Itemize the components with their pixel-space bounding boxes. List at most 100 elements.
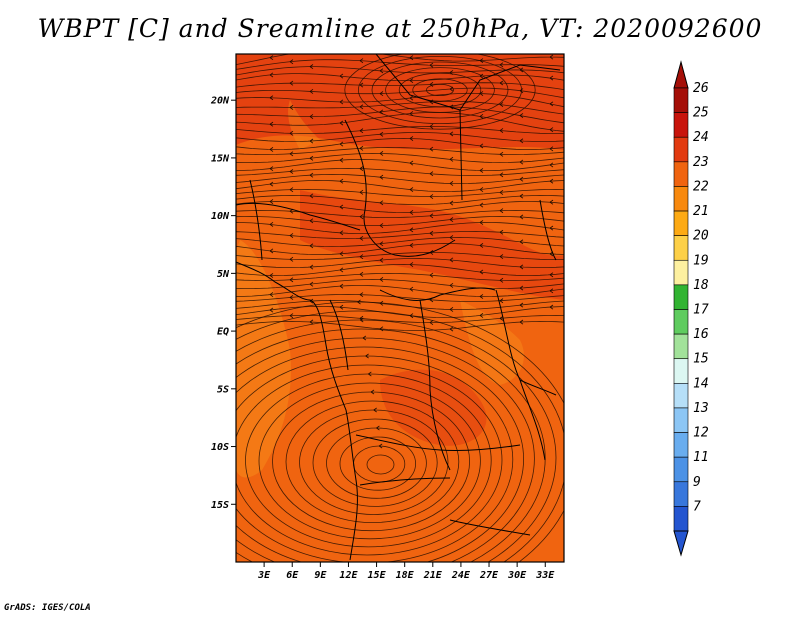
streamline-arrow (359, 145, 364, 151)
lon-tick-label: 24E (451, 570, 471, 581)
streamline-arrow (339, 304, 344, 310)
streamline-arrow (449, 326, 454, 332)
streamline-arrow (379, 91, 384, 97)
colorbar-label: 13 (693, 401, 709, 416)
streamline-arrow (549, 199, 554, 205)
streamline-arrow (379, 277, 384, 282)
streamline-arrow (269, 166, 274, 172)
streamline (236, 158, 564, 172)
streamline-arrow (357, 299, 361, 305)
colorbar-label: 15 (693, 352, 709, 367)
streamline-arrow (359, 82, 364, 88)
streamline-arrow (479, 269, 484, 275)
streamline-arrow (309, 88, 314, 94)
streamline (425, 84, 454, 97)
lat-tick-label: 5S (217, 384, 229, 395)
streamline-arrow (479, 294, 484, 299)
streamline-arrow (339, 283, 344, 289)
streamline-arrow (449, 181, 454, 186)
colorbar-label: 25 (693, 106, 709, 121)
colorbar-swatch (673, 358, 689, 384)
streamline-arrow (519, 193, 524, 199)
colorbar-swatch (673, 161, 689, 187)
streamline (236, 82, 564, 90)
streamline-arrow (409, 227, 414, 233)
lon-tick-label: 30E (507, 570, 527, 581)
country-borders (236, 54, 561, 561)
streamline-arrow (379, 257, 384, 263)
streamline-arrow (309, 243, 314, 249)
streamline (236, 54, 564, 66)
streamline (236, 179, 564, 193)
streamline-arrow (289, 295, 294, 300)
streamline (236, 285, 564, 298)
colorbar-label: 16 (693, 327, 709, 342)
colorbar-label: 22 (693, 179, 709, 194)
streamline (236, 146, 564, 156)
lat-tick-label: 15S (211, 500, 229, 511)
lon-tick-label: 33E (535, 570, 555, 581)
streamline-arrow (379, 151, 384, 156)
streamline-arrow (309, 64, 314, 70)
streamline-arrow (309, 281, 314, 287)
streamline-arrow (365, 353, 369, 359)
streamline-arrow (339, 120, 344, 126)
streamline-arrow (359, 166, 364, 172)
streamline-arrow (289, 256, 294, 262)
streamline-arrow (289, 169, 294, 174)
streamline-arrow (339, 141, 344, 147)
streamline-arrow (549, 146, 554, 152)
map-frame (235, 53, 565, 563)
streamline (236, 272, 564, 282)
colorbar-swatch (673, 136, 689, 163)
lon-tick-label: 9E (314, 570, 327, 581)
streamline-arrow (409, 78, 414, 84)
streamline-arrow (289, 187, 294, 193)
lon-tick-label: 6E (286, 570, 299, 581)
streamline (236, 167, 564, 177)
colorbar-label: 9 (693, 475, 701, 490)
streamline-arrow (479, 187, 484, 192)
streamline-arrow (429, 194, 434, 199)
map-title: WBPT [C] and Sreamline at 250hPa, VT: 20… (37, 14, 763, 43)
streamline (339, 436, 416, 491)
streamline-arrow (359, 58, 364, 64)
streamline-arrow (359, 189, 364, 195)
streamline (236, 305, 564, 319)
streamline-arrow (409, 187, 414, 193)
streamline-arrow (359, 235, 364, 241)
streamline-arrow (309, 298, 314, 304)
streamline (236, 257, 564, 269)
streamline-arrow (499, 172, 504, 178)
streamline-arrow (549, 178, 554, 184)
streamline (236, 230, 564, 240)
streamline-arrow (368, 371, 372, 377)
streamline-arrow (370, 389, 375, 395)
streamline-arrow (429, 213, 434, 219)
streamline-arrow (289, 277, 294, 283)
colorbar-swatch (673, 186, 689, 212)
streamline-arrow (519, 319, 524, 325)
colorbar-label: 18 (693, 278, 709, 293)
streamline-arrow (289, 130, 294, 136)
streamline (236, 137, 564, 151)
streamline-arrow (379, 200, 384, 206)
streamline (366, 454, 395, 475)
streamline-arrow (479, 243, 484, 248)
colorbar-label: 7 (693, 499, 701, 514)
colorbar-label: 17 (693, 303, 709, 318)
streamline-arrow (429, 124, 434, 129)
lat-tick-label: 15N (211, 153, 230, 164)
streamline-arrow (499, 208, 504, 214)
streamline-arrow (309, 155, 314, 161)
streamline-arrow (499, 128, 504, 133)
streamline-arrow (269, 147, 274, 152)
streamline-arrow (409, 286, 414, 292)
streamline-arrow (519, 176, 524, 182)
streamline-arrow (378, 443, 383, 449)
streamline-arrow (379, 223, 384, 228)
colorbar-swatch (673, 235, 689, 261)
streamline (236, 73, 564, 81)
streamline (285, 400, 460, 523)
streamline-arrow (359, 128, 364, 134)
